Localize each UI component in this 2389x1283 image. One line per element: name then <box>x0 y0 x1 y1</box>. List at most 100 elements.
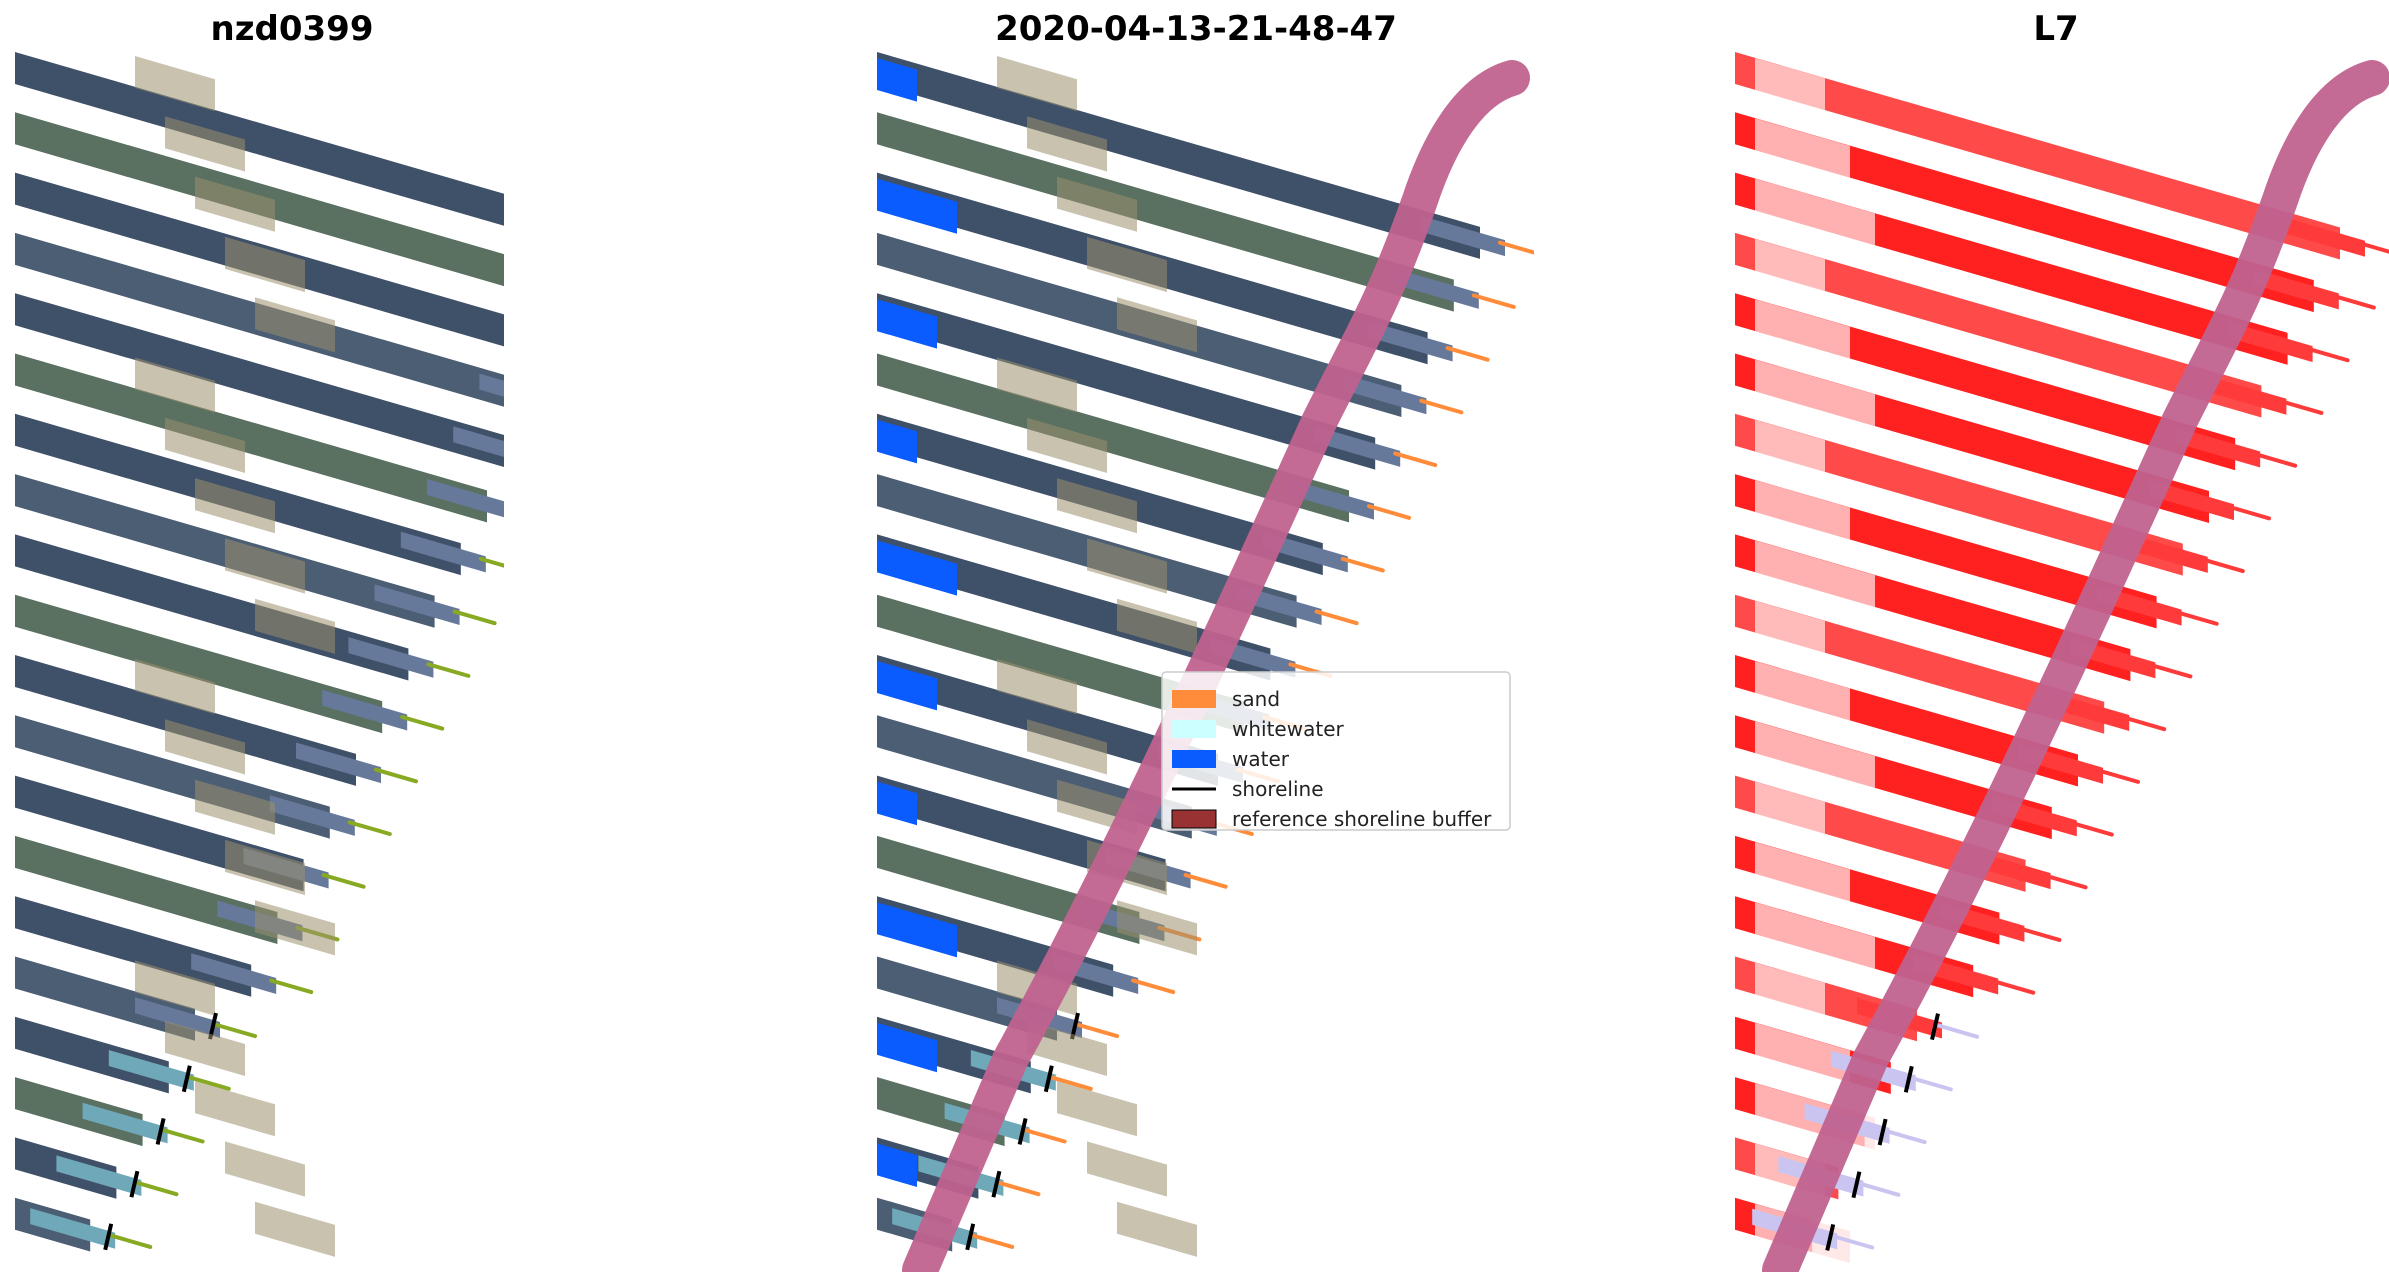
transect-step <box>269 795 355 836</box>
transect-strip <box>877 52 1480 259</box>
strip-texture <box>135 960 215 1016</box>
transect-step <box>479 373 504 397</box>
transect-strip <box>877 655 1218 786</box>
strip-texture <box>165 417 245 473</box>
strip-texture <box>1027 719 1107 775</box>
legend-label-shoreline: shoreline <box>1232 777 1324 801</box>
transect-tip <box>2305 346 2350 363</box>
transect-step <box>400 531 486 573</box>
shoreline-mark <box>181 1065 192 1093</box>
transect-strip <box>15 474 435 628</box>
strip-texture <box>1755 540 1875 608</box>
transect-tip <box>213 1022 257 1039</box>
transect-tip <box>2174 610 2219 626</box>
transect-step <box>82 1102 168 1144</box>
transect-tip <box>2227 504 2271 521</box>
strip-texture <box>1755 1022 1850 1083</box>
legend-label-whitewater: whitewater <box>1232 717 1344 741</box>
shoreline-mark <box>1017 1118 1028 1145</box>
transect-tip <box>533 453 573 465</box>
strip-texture <box>1117 1201 1197 1257</box>
water-patch <box>877 661 937 711</box>
transect-tip <box>1830 1233 1875 1250</box>
water-patch <box>877 178 957 234</box>
strip-texture <box>1057 1081 1137 1137</box>
strip-texture <box>1755 118 1850 178</box>
strip-texture <box>225 538 305 594</box>
transect-step <box>2253 268 2339 310</box>
transect-strip <box>877 353 1349 523</box>
transect-strip <box>1735 112 2314 313</box>
strip-texture <box>255 1201 335 1257</box>
transect-step <box>2175 426 2261 468</box>
transect-tip <box>612 295 652 307</box>
panel-title-index: L7 <box>2033 9 2078 49</box>
strip-texture <box>1755 359 1875 427</box>
strip-texture <box>1087 538 1167 594</box>
water-patch <box>877 58 917 102</box>
legend-frame <box>1161 671 1511 831</box>
transect-step <box>2280 216 2365 257</box>
strip-texture <box>195 176 275 232</box>
transect-strip <box>877 474 1297 628</box>
strip-texture <box>997 659 1077 715</box>
transect-strip <box>15 835 278 944</box>
legend-swatch-whitewater <box>1172 720 1216 738</box>
transect-step <box>453 426 504 458</box>
transect-step <box>506 321 591 362</box>
transect-step <box>135 997 220 1038</box>
transect-tip <box>586 348 626 360</box>
shoreline-mark <box>1903 1065 1914 1093</box>
transect-tip <box>426 662 471 678</box>
strip-texture <box>997 56 1077 112</box>
transect-tip <box>996 1180 1041 1197</box>
water-patch <box>877 540 957 596</box>
transect-tip <box>1075 1022 1119 1039</box>
strip-texture <box>1027 417 1107 473</box>
panel-title-rgb: nzd0399 <box>211 9 374 49</box>
transect-tip <box>2069 820 2114 837</box>
transect-tip <box>1445 346 1490 362</box>
legend-swatch-sand <box>1172 690 1216 708</box>
shoreline-mark <box>1877 1118 1888 1146</box>
transect-tip <box>1935 1023 1979 1039</box>
water-patch <box>877 1143 917 1187</box>
strip-texture <box>1057 478 1137 534</box>
transect-strip <box>15 353 487 523</box>
panel-title-classified: 2020-04-13-21-48-47 <box>995 9 1397 49</box>
strip-texture <box>135 357 215 413</box>
transect-tip <box>1908 1075 1953 1092</box>
transect-strip <box>877 293 1376 470</box>
transect-tip <box>347 820 392 836</box>
transect-step <box>532 268 617 309</box>
transect-strip <box>15 1016 169 1094</box>
strip-texture <box>255 297 335 353</box>
transect-tip <box>1882 1128 1927 1145</box>
transect-tip <box>2279 399 2324 415</box>
transect-tip <box>1131 978 1176 995</box>
strip-texture <box>1027 116 1107 172</box>
transect-step <box>1420 215 1505 257</box>
strip-texture <box>165 1020 245 1076</box>
transect-tip <box>134 1180 179 1197</box>
strip-texture <box>165 719 245 775</box>
transect-strip <box>1735 594 2105 734</box>
legend-swatch-reference-shoreline-buffer <box>1171 809 1217 829</box>
strip-texture <box>135 659 215 715</box>
transect-tip <box>1022 1127 1067 1144</box>
transect-tip <box>970 1233 1015 1249</box>
transect-tip <box>2122 715 2167 732</box>
transect-step <box>1367 320 1453 362</box>
transect-tip <box>2253 452 2298 468</box>
transect-tip <box>1856 1181 1901 1197</box>
transect-tip <box>1498 240 1534 255</box>
strip-texture <box>225 839 305 896</box>
transect-tip <box>269 978 314 995</box>
transect-tip <box>374 767 418 784</box>
transect-step <box>108 1050 194 1091</box>
transect-strip <box>15 956 195 1041</box>
transect-strip <box>15 1077 143 1147</box>
transect-tip <box>2331 293 2376 310</box>
transect-tip <box>559 401 599 413</box>
transect-step <box>1393 268 1479 309</box>
